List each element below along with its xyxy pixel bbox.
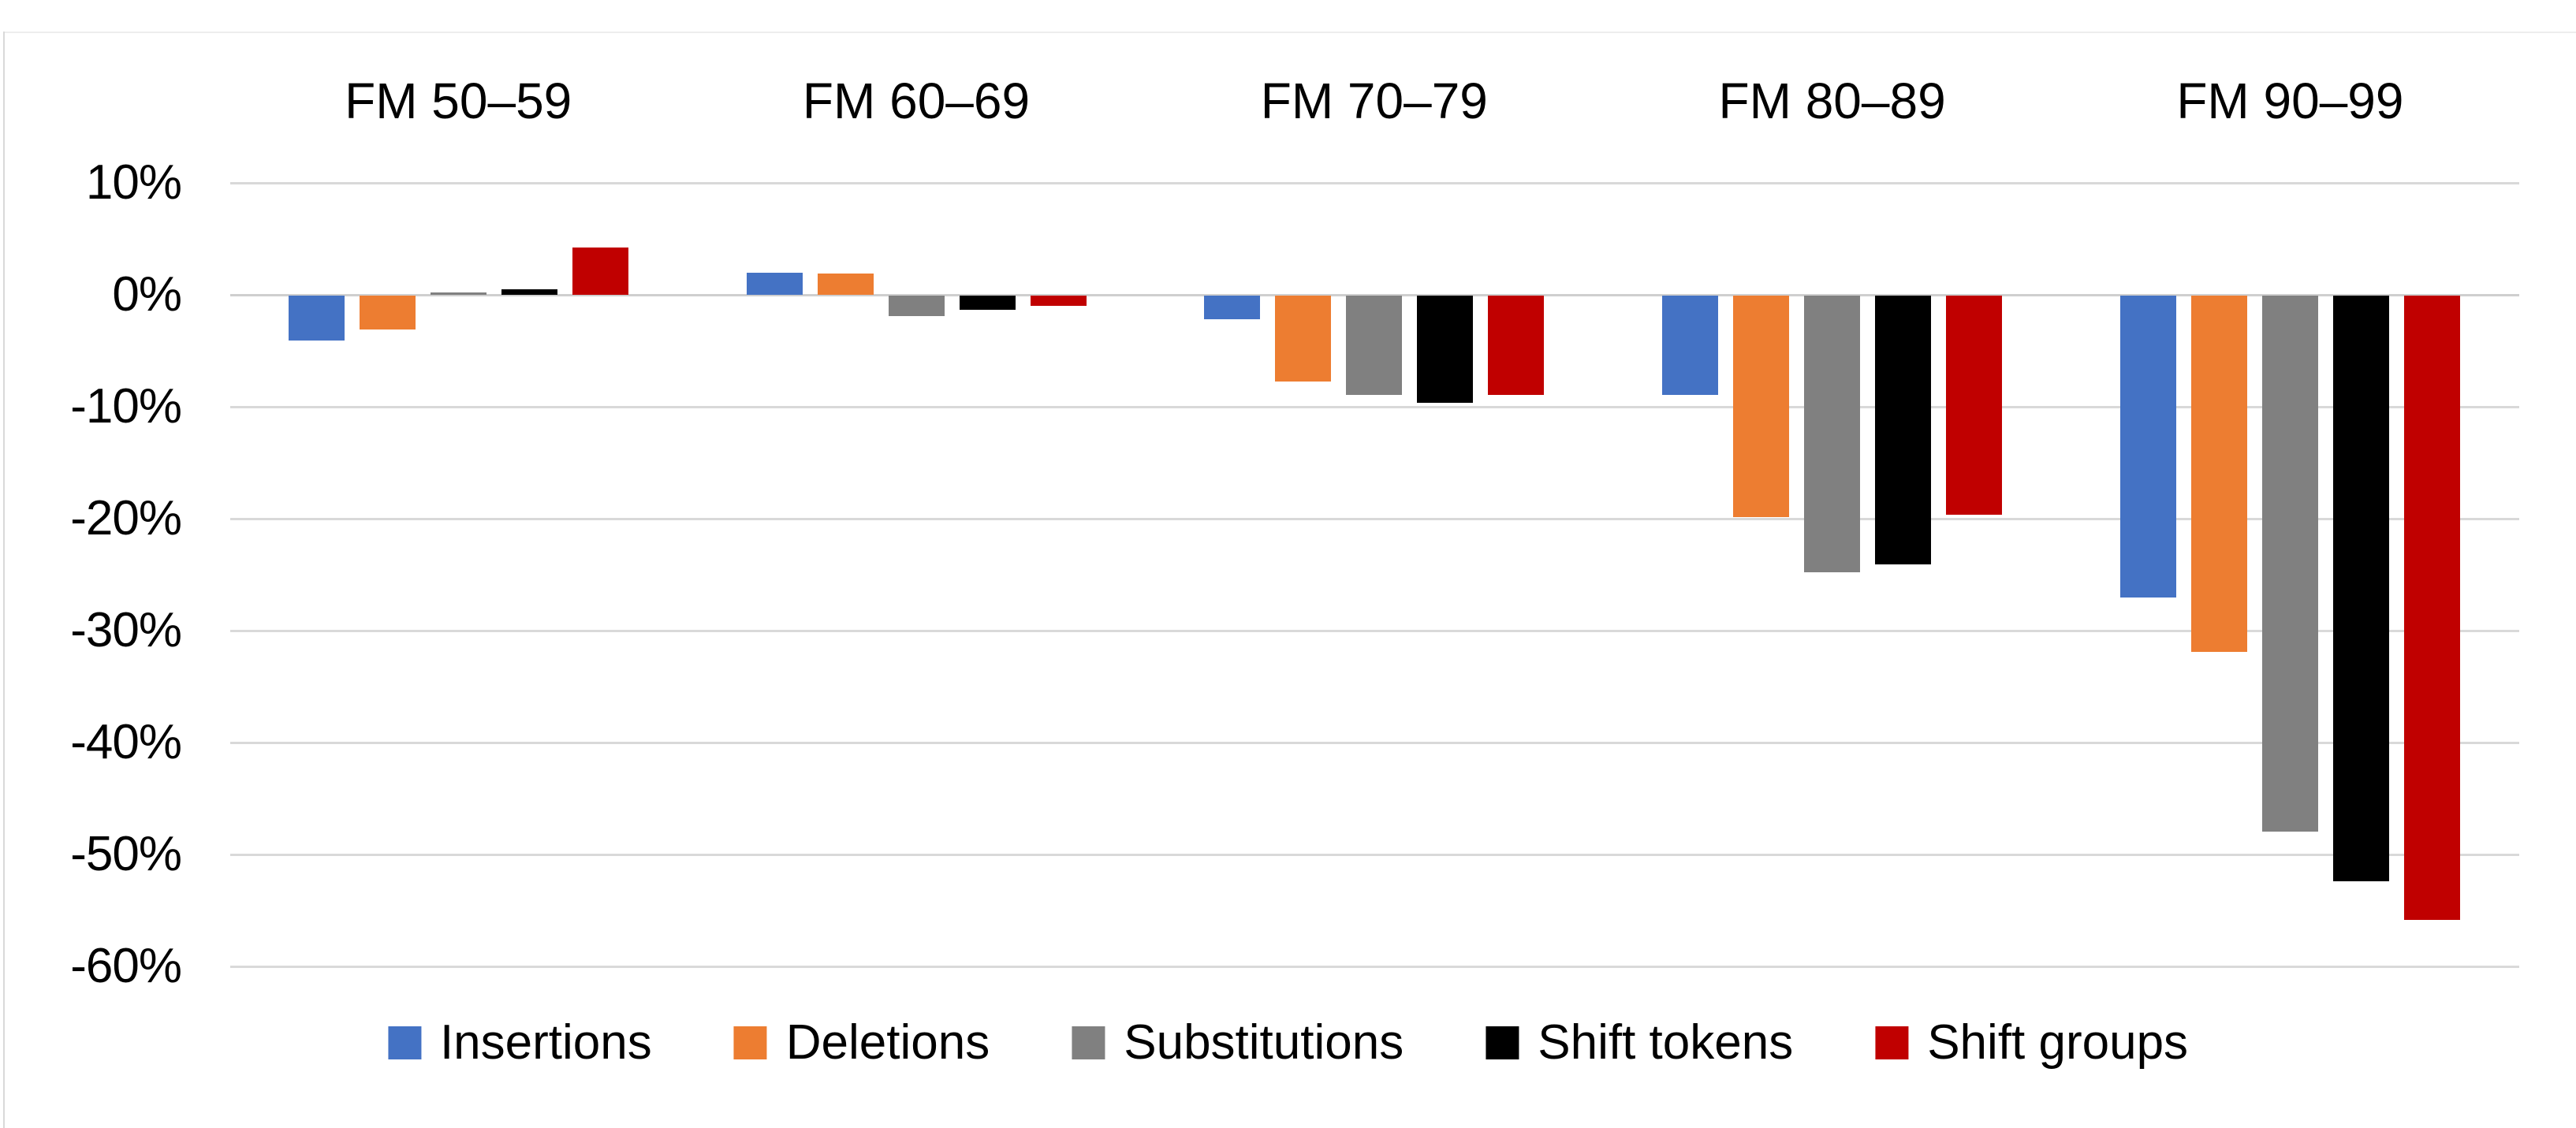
legend-label: Deletions [785, 1015, 990, 1070]
bar-insertions [1204, 296, 1261, 319]
gridline--20% [230, 518, 2519, 520]
category-title: FM 50–59 [345, 73, 572, 129]
legend: Insertions Deletions Substitutions Shift to… [387, 1012, 2188, 1074]
bar-insertions [746, 272, 803, 295]
legend-swatch-icon [733, 1026, 767, 1059]
y-tick-label: -20% [70, 491, 182, 545]
legend-label: Substitutions [1124, 1015, 1404, 1070]
bar-insertions [2119, 296, 2176, 598]
gridline-10% [230, 182, 2519, 184]
y-tick-label: 10% [85, 155, 182, 210]
bar-deletions [1733, 296, 1790, 518]
y-tick-label: -30% [70, 603, 182, 657]
y-tick-label: 0% [112, 267, 182, 322]
y-tick-label: -50% [70, 827, 182, 881]
category-title: FM 80–89 [1718, 73, 1946, 129]
bar-deletions [359, 296, 416, 329]
bar-substitutions [1804, 296, 1861, 572]
bar-substitutions [430, 292, 486, 295]
legend-item-shift-tokens: Shift tokens [1486, 1012, 1793, 1074]
bar-substitutions [1346, 296, 1403, 396]
bar-shift-groups [1488, 296, 1545, 396]
bar-deletions [1275, 296, 1332, 382]
bar-insertions [1662, 296, 1719, 396]
bar-shift-tokens [959, 296, 1016, 311]
legend-item-substitutions: Substitutions [1072, 1012, 1404, 1074]
gridline-0% [230, 294, 2519, 296]
page-edge-left-line [3, 32, 5, 1128]
legend-swatch-icon [387, 1026, 421, 1059]
gridline--40% [230, 742, 2519, 744]
bar-shift-tokens [1875, 296, 1932, 564]
bar-shift-tokens [1417, 296, 1474, 404]
bar-shift-groups [572, 248, 628, 295]
category-title: FM 90–99 [2176, 73, 2404, 129]
legend-item-shift-groups: Shift groups [1875, 1012, 2188, 1074]
bar-shift-groups [2403, 296, 2460, 921]
legend-label: Insertions [439, 1015, 652, 1070]
bar-substitutions [2261, 296, 2318, 832]
y-tick-label: -10% [70, 379, 182, 434]
bar-substitutions [888, 296, 945, 316]
gridline--60% [230, 966, 2519, 968]
y-tick-label: -60% [70, 939, 182, 993]
gridline--50% [230, 854, 2519, 856]
gridline--30% [230, 630, 2519, 632]
legend-item-insertions: Insertions [387, 1012, 652, 1074]
page-edge-top-line [3, 32, 2576, 33]
category-title: FM 70–79 [1260, 73, 1488, 129]
legend-item-deletions: Deletions [733, 1012, 990, 1074]
gridline--10% [230, 406, 2519, 408]
legend-swatch-icon [1875, 1026, 1909, 1059]
legend-swatch-icon [1486, 1026, 1519, 1059]
legend-swatch-icon [1072, 1026, 1105, 1059]
bar-deletions [2190, 296, 2247, 652]
category-title: FM 60–69 [802, 73, 1031, 129]
legend-label: Shift groups [1927, 1015, 2189, 1070]
bar-insertions [288, 296, 345, 341]
bar-shift-tokens [2332, 296, 2389, 881]
bar-shift-groups [1946, 296, 2003, 516]
bar-shift-groups [1030, 296, 1087, 306]
bar-deletions [817, 274, 874, 295]
legend-label: Shift tokens [1538, 1015, 1794, 1070]
y-tick-label: -40% [70, 715, 182, 769]
bar-shift-tokens [501, 289, 557, 295]
